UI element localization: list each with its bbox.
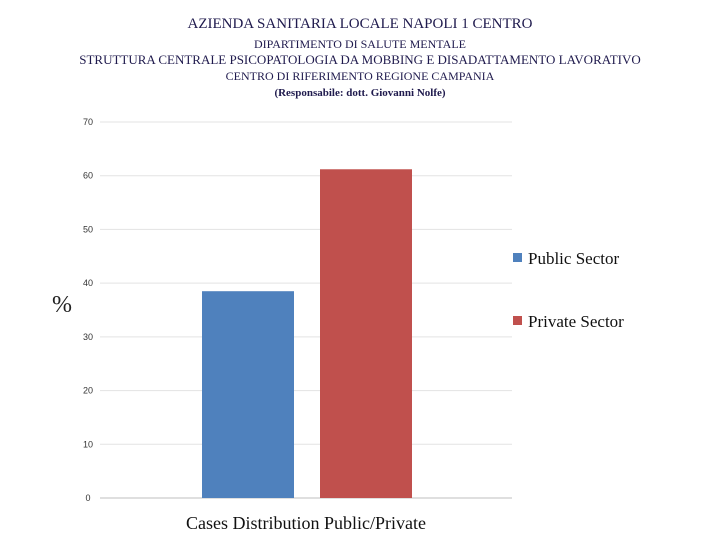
- header-line-1: AZIENDA SANITARIA LOCALE NAPOLI 1 CENTRO: [187, 16, 533, 32]
- y-tick-label: 10: [83, 439, 93, 449]
- legend-swatch: [513, 316, 522, 325]
- header-line-5: (Responsabile: dott. Giovanni Nolfe): [274, 87, 446, 99]
- bar-private-sector: [320, 169, 412, 499]
- header-line-4: CENTRO DI RIFERIMENTO REGIONE CAMPANIA: [225, 69, 495, 83]
- bars: [202, 169, 412, 499]
- y-axis-ticks: 0 10 20 30 40 50 60 70: [83, 117, 93, 503]
- legend-label: Public Sector: [528, 249, 619, 268]
- y-tick-label: 20: [83, 386, 93, 396]
- legend-label: Private Sector: [528, 312, 624, 331]
- y-tick-label: 70: [83, 117, 93, 127]
- y-tick-label: 50: [83, 224, 93, 234]
- x-axis-label: Cases Distribution Public/Private: [186, 513, 426, 533]
- header-line-2: DIPARTIMENTO DI SALUTE MENTALE: [254, 37, 466, 51]
- y-axis-label: %: [52, 292, 72, 318]
- gridlines: [100, 121, 512, 499]
- y-tick-label: 0: [85, 493, 90, 503]
- legend: Public Sector Private Sector: [513, 249, 624, 331]
- y-tick-label: 60: [83, 171, 93, 181]
- header-line-3: STRUTTURA CENTRALE PSICOPATOLOGIA DA MOB…: [79, 52, 641, 67]
- y-tick-label: 30: [83, 332, 93, 342]
- legend-swatch: [513, 253, 522, 262]
- y-tick-label: 40: [83, 278, 93, 288]
- bar-public-sector: [202, 291, 294, 498]
